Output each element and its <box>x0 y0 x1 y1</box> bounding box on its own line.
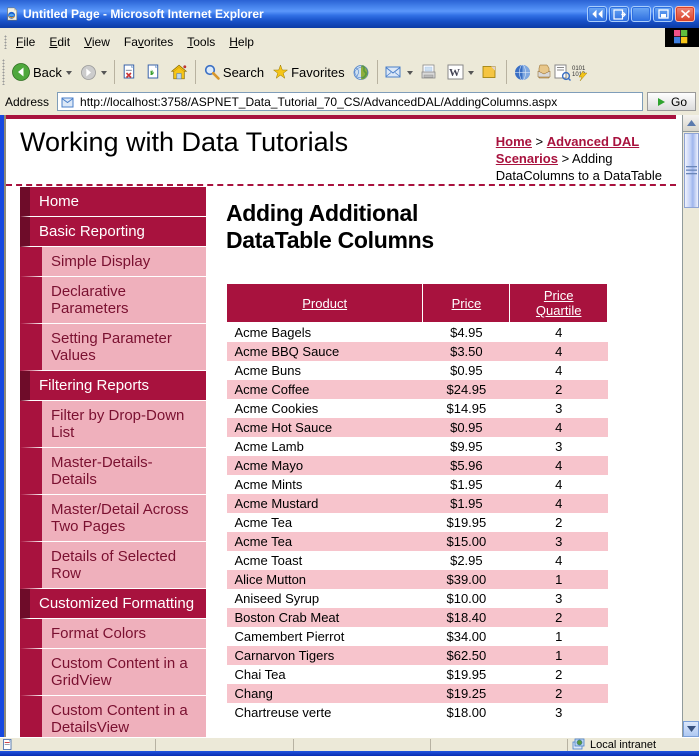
svg-text:W: W <box>449 67 460 79</box>
